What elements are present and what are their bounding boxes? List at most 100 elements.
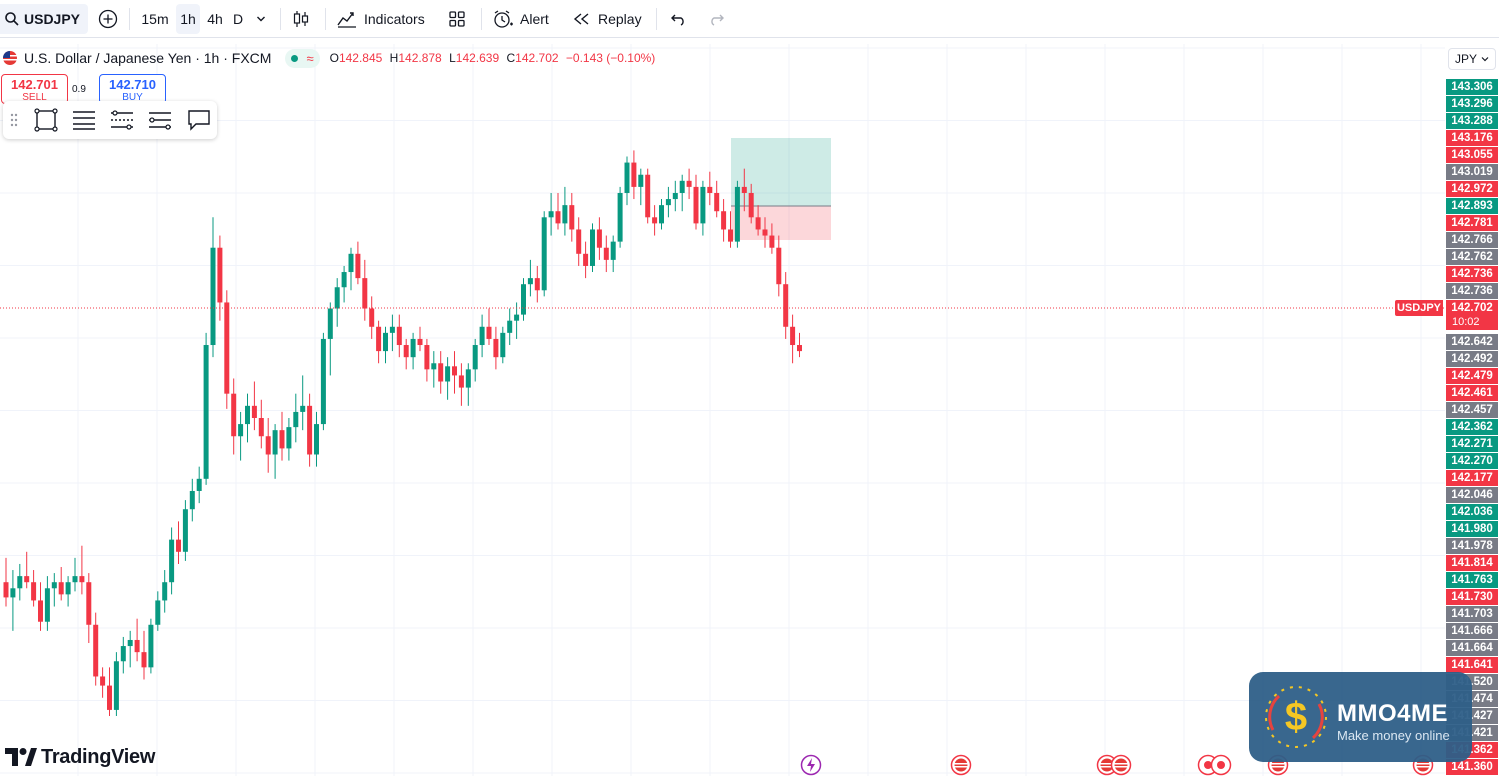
- rectangle-tool-icon[interactable]: [33, 108, 59, 132]
- candle-body: [176, 539, 181, 552]
- price-axis-label: 142.736: [1446, 283, 1498, 299]
- candle-body: [458, 375, 464, 388]
- candle-body: [72, 576, 78, 583]
- interval-d[interactable]: D: [232, 11, 244, 27]
- symbol-search-button[interactable]: USDJPY: [0, 4, 88, 34]
- candle-body: [403, 345, 409, 358]
- mmo4me-watermark: $ MMO4ME Make money online: [1249, 672, 1472, 762]
- indicators-label: Indicators: [364, 11, 425, 27]
- price-axis-label: 142.461: [1446, 385, 1498, 401]
- price-axis-label: 143.176: [1446, 130, 1498, 146]
- symbol-description[interactable]: U.S. Dollar / Japanese Yen · 1h · FXCM: [24, 50, 272, 66]
- candle-body: [493, 338, 499, 358]
- price-axis-label: 143.288: [1446, 113, 1498, 129]
- candle-body: [514, 314, 520, 321]
- us-economic-event-icon[interactable]: [950, 754, 972, 776]
- candle-body: [507, 320, 513, 333]
- candle-body: [334, 287, 340, 309]
- us-economic-event-icon[interactable]: [1096, 754, 1118, 776]
- tradingview-logo-icon: [5, 748, 37, 766]
- close-key: C: [506, 51, 516, 65]
- interval-1h[interactable]: 1h: [176, 4, 200, 34]
- price-axis-label: 142.893: [1446, 198, 1498, 214]
- candle-body: [210, 247, 216, 346]
- price-axis-label: 142.177: [1446, 470, 1498, 486]
- ohlc-values: O142.845 H142.878 L142.639 C142.702 −0.1…: [330, 51, 660, 65]
- candle-body: [431, 363, 437, 370]
- toolbar-divider: [481, 8, 482, 30]
- drag-handle-icon[interactable]: [10, 112, 18, 128]
- price-axis-label: 141.664: [1446, 640, 1498, 656]
- candle-body: [707, 186, 713, 193]
- candle-body: [583, 253, 589, 266]
- symbol-price-tag: USDJPY: [1395, 300, 1443, 316]
- candle-body: [127, 639, 133, 647]
- indicators-button[interactable]: Indicators: [336, 4, 432, 34]
- bar-countdown: 10:02: [1446, 316, 1498, 330]
- candle-body: [665, 199, 671, 206]
- candle-body: [182, 509, 188, 552]
- price-axis-label: 142.492: [1446, 351, 1498, 367]
- candle-body: [58, 582, 64, 595]
- chart-type-button[interactable]: [290, 4, 312, 34]
- market-status[interactable]: ≈: [285, 48, 320, 68]
- candle-body: [203, 345, 209, 479]
- watermark-subtitle: Make money online: [1337, 728, 1450, 743]
- comment-tool-icon[interactable]: [186, 108, 212, 132]
- low-value: 142.639: [455, 51, 500, 65]
- sell-button[interactable]: 142.701 SELL: [1, 74, 68, 104]
- currency-selector[interactable]: JPY: [1448, 48, 1496, 70]
- candle-body: [783, 284, 789, 327]
- price-axis-label: 142.762: [1446, 249, 1498, 265]
- candle-body: [369, 308, 375, 327]
- candle-body: [417, 338, 423, 346]
- price-axis-label: 141.978: [1446, 538, 1498, 554]
- replay-label: Replay: [598, 11, 642, 27]
- compare-add-button[interactable]: [96, 4, 120, 34]
- price-chart[interactable]: [0, 44, 1445, 776]
- candle-body: [438, 363, 444, 382]
- chevron-down-icon: [1481, 57, 1489, 62]
- channel-tool-icon[interactable]: [147, 108, 173, 132]
- horizontal-lines-tool-icon[interactable]: [71, 108, 97, 132]
- candle-body: [224, 302, 230, 394]
- price-axis-label: 142.046: [1446, 487, 1498, 503]
- price-axis-label: 142.457: [1446, 402, 1498, 418]
- grid-icon: [449, 11, 465, 27]
- us-economic-event-icon[interactable]: [1110, 754, 1132, 776]
- candle-body: [486, 326, 492, 339]
- candle-body: [776, 247, 782, 285]
- candle-body: [238, 424, 244, 437]
- candle-body: [93, 624, 99, 677]
- candle-body: [617, 192, 623, 242]
- price-axis-label: 142.766: [1446, 232, 1498, 248]
- tradingview-logo[interactable]: TradingView: [5, 744, 155, 770]
- candle-body: [389, 326, 395, 333]
- candle-body: [217, 247, 223, 303]
- jp-economic-event-icon[interactable]: [1210, 754, 1232, 776]
- fib-tool-icon[interactable]: [109, 108, 135, 132]
- candle-body: [562, 205, 568, 224]
- candle-body: [17, 576, 23, 589]
- undo-icon: [671, 14, 684, 26]
- candle-body: [258, 418, 264, 437]
- price-axis-label: 143.306: [1446, 79, 1498, 95]
- interval-4h[interactable]: 4h: [207, 11, 223, 27]
- interval-15m[interactable]: 15m: [141, 11, 169, 27]
- candle-body: [24, 576, 30, 583]
- candle-body: [38, 600, 43, 622]
- alert-button[interactable]: Alert: [492, 4, 556, 34]
- redo-button[interactable]: [705, 4, 727, 34]
- undo-button[interactable]: [668, 4, 690, 34]
- candle-body: [79, 576, 85, 583]
- indicators-icon: [337, 12, 356, 28]
- close-value: 142.702: [515, 51, 559, 65]
- buy-button[interactable]: 142.710 BUY: [99, 74, 166, 104]
- replay-button[interactable]: Replay: [572, 4, 646, 34]
- templates-button[interactable]: [445, 4, 469, 34]
- price-axis-label: 141.980: [1446, 521, 1498, 537]
- plus-circle-icon: [98, 9, 118, 29]
- interval-dropdown[interactable]: [252, 4, 270, 34]
- candle-body: [638, 174, 644, 187]
- lightning-event-icon[interactable]: [800, 754, 822, 776]
